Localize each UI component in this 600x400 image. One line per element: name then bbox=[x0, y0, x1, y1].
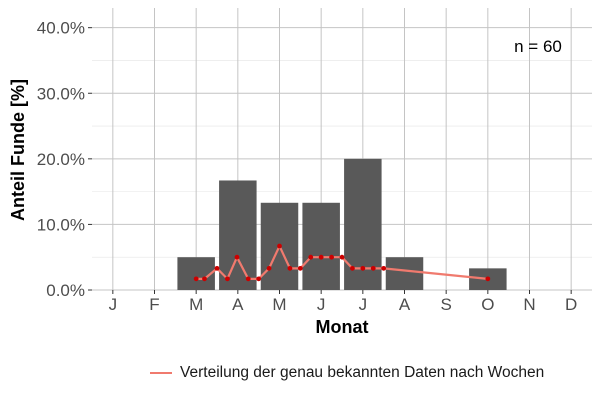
x-tick-label: M bbox=[189, 295, 203, 314]
y-axis-title: Anteil Funde [%] bbox=[8, 79, 28, 221]
series-point bbox=[287, 265, 293, 271]
series-point bbox=[234, 254, 240, 260]
x-tick-label: D bbox=[565, 295, 577, 314]
x-axis-title: Monat bbox=[316, 317, 369, 337]
series-point bbox=[266, 265, 272, 271]
series-point bbox=[256, 276, 262, 282]
legend-line-swatch bbox=[150, 372, 172, 374]
x-tick-label: J bbox=[317, 295, 326, 314]
sample-size-annotation: n = 60 bbox=[514, 37, 562, 56]
x-tick-label: A bbox=[399, 295, 411, 314]
bar bbox=[302, 202, 340, 290]
x-tick-label: J bbox=[359, 295, 368, 314]
y-tick-label: 40.0% bbox=[37, 19, 85, 38]
y-tick-label: 20.0% bbox=[37, 150, 85, 169]
series-point bbox=[318, 254, 324, 260]
bar bbox=[219, 180, 257, 290]
x-tick-label: S bbox=[440, 295, 451, 314]
bar bbox=[385, 257, 424, 290]
series-point bbox=[360, 265, 366, 271]
series-point bbox=[381, 265, 387, 271]
x-tick-label: A bbox=[232, 295, 244, 314]
axis-ticks: 0.0% 10.0% 20.0% 30.0% 40.0% J F M A M J J A S O N D bbox=[37, 19, 578, 314]
legend: Verteilung der genau bekannten Daten nac… bbox=[150, 361, 544, 385]
series-point bbox=[245, 276, 251, 282]
y-tick-label: 30.0% bbox=[37, 84, 85, 103]
series-point bbox=[214, 265, 220, 271]
x-tick-label: F bbox=[149, 295, 159, 314]
bar bbox=[177, 257, 215, 290]
series-point bbox=[339, 254, 345, 260]
legend-label: Verteilung der genau bekannten Daten nac… bbox=[180, 364, 545, 381]
series-point bbox=[485, 276, 491, 282]
series-point bbox=[370, 265, 376, 271]
x-tick-label: N bbox=[523, 295, 535, 314]
y-tick-label: 0.0% bbox=[46, 281, 85, 300]
series-point bbox=[350, 265, 355, 271]
x-tick-label: O bbox=[481, 295, 494, 314]
y-tick-label: 10.0% bbox=[37, 215, 85, 234]
line-series bbox=[193, 243, 491, 282]
series-point bbox=[225, 276, 230, 282]
series-point bbox=[277, 243, 282, 249]
x-tick-label: M bbox=[272, 295, 286, 314]
series-point bbox=[297, 265, 303, 271]
bars bbox=[177, 158, 507, 290]
series-point bbox=[193, 276, 199, 282]
series-point bbox=[308, 254, 314, 260]
series-point bbox=[329, 254, 334, 260]
x-tick-label: J bbox=[109, 295, 118, 314]
series-point bbox=[202, 276, 207, 282]
